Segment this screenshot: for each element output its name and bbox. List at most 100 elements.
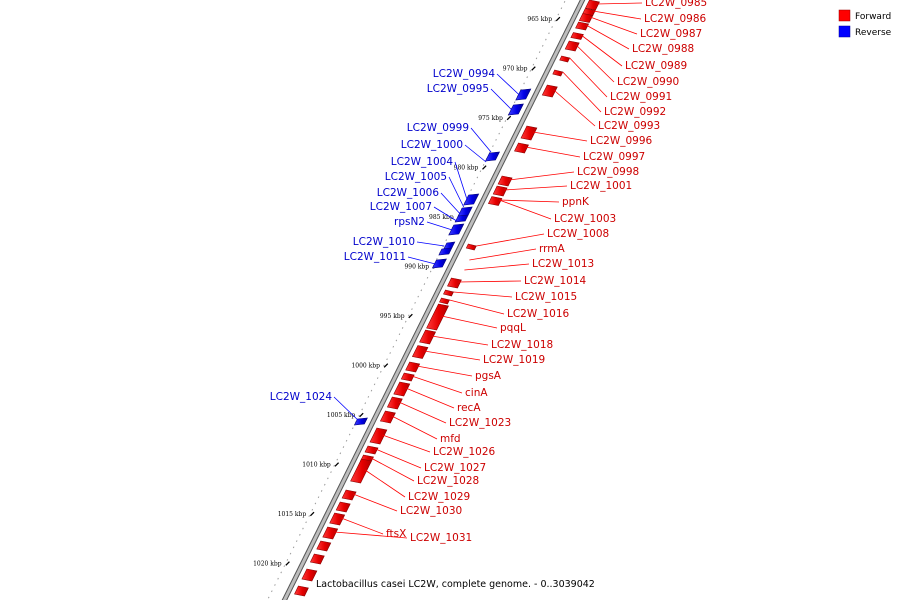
scale-tick [482,165,487,170]
reverse-callout-line [426,221,453,231]
reverse-callout-line [440,192,461,215]
forward-gene-arrow [447,277,462,289]
scale-tick [285,561,290,566]
scale-tick [531,66,536,71]
forward-callout-line [411,375,463,394]
forward-gene-arrow [426,303,449,331]
forward-callout-line [585,24,630,50]
reverse-callout-line [333,396,359,421]
legend-forward-label: Forward [855,12,891,22]
reverse-gene-label-lc2w-0999: LC2W_0999 [407,122,469,134]
scale-tick-label: 1010 kbp [302,462,331,469]
forward-gene-arrow [309,553,325,565]
forward-callout-line [499,199,560,203]
forward-callout-line [405,387,455,409]
reverse-gene-arrow [438,247,453,256]
reverse-callout-line [470,127,492,153]
forward-callout-line [391,415,438,440]
forward-gene-label-lc2w-0996: LC2W_0996 [590,135,653,147]
scale-tick-label: 995 kbp [380,313,405,320]
forward-gene-arrow [364,445,379,455]
scale-tick-label: 1005 kbp [327,412,356,419]
scale-tick-label: 1020 kbp [253,561,282,568]
forward-callout-line [382,434,431,453]
forward-gene-arrow [379,410,396,424]
forward-gene-arrow [350,458,372,484]
forward-gene-arrow [341,489,357,501]
reverse-gene-arrow [507,103,524,116]
forward-callout-line [504,185,568,191]
reverse-callout-line [454,161,468,201]
forward-gene-arrow [301,568,318,582]
forward-gene-arrow [575,21,590,31]
forward-gene-label-lc2w-1027: LC2W_1027 [424,462,486,474]
forward-gene-arrow [322,526,339,540]
reverse-callout-line [464,144,487,163]
forward-callout-line [449,299,505,315]
forward-gene-label-lc2w-0985: LC2W_0985 [645,0,707,9]
forward-callout-line [553,89,596,127]
forward-gene-label-ftsx: ftsX [386,528,406,540]
forward-gene-arrow [514,142,529,154]
scale-tick [555,16,561,22]
forward-gene-label-cina: cinA [465,387,488,399]
scale-tick-label: 990 kbp [404,264,429,271]
forward-gene-label-lc2w-1016: LC2W_1016 [507,308,570,320]
scale-tick-label: 965 kbp [527,16,552,23]
forward-gene-label-lc2w-0993: LC2W_0993 [598,120,660,132]
forward-gene-label-lc2w-0991: LC2W_0991 [610,91,672,103]
scale-tick-label: 985 kbp [429,214,454,221]
forward-gene-arrow [585,0,600,11]
reverse-gene-label-lc2w-1005: LC2W_1005 [385,171,447,183]
forward-gene-label-lc2w-1014: LC2W_1014 [524,275,587,287]
forward-gene-arrow [316,540,332,552]
reverse-gene-arrow [431,258,447,269]
forward-gene-arrow [419,329,437,345]
forward-callout-line [370,457,415,482]
forward-gene-label-lc2w-1030: LC2W_1030 [400,505,462,517]
forward-gene-arrow [335,501,351,513]
forward-callout-line [341,517,384,535]
reverse-callout-line [448,176,465,208]
forward-gene-label-lc2w-1031: LC2W_1031 [410,532,472,544]
forward-callout-line [589,16,638,35]
reverse-gene-arrow [463,193,480,206]
reverse-gene-label-lc2w-1011: LC2W_1011 [344,251,406,263]
forward-gene-label-lc2w-0997: LC2W_0997 [583,151,645,163]
scale-tick-label: 980 kbp [454,165,479,172]
forward-gene-label-mfd: mfd [440,433,461,445]
forward-gene-arrow [411,345,429,359]
forward-gene-label-lc2w-1018: LC2W_1018 [491,339,553,351]
reverse-callout-line [490,88,513,111]
forward-callout-line [476,233,545,247]
forward-callout-line [398,401,447,424]
reverse-callout-line [433,206,457,222]
reverse-gene-arrow [484,151,501,162]
forward-callout-line [453,291,513,298]
legend: Forward Reverse [838,9,892,38]
reverse-gene-label-lc2w-1007: LC2W_1007 [370,201,432,213]
forward-callout-line [424,350,481,361]
forward-gene-label-reca: recA [457,402,481,414]
reverse-gene-arrow [457,206,473,217]
legend-reverse-label: Reverse [855,28,892,38]
forward-gene-label-lc2w-0988: LC2W_0988 [632,43,694,55]
forward-callout-line [596,2,643,5]
forward-callout-line [499,199,552,220]
reverse-gene-label-lc2w-1006: LC2W_1006 [377,187,440,199]
forward-callout-line [592,10,642,20]
forward-callout-line [580,34,623,67]
scale-tick-label: 1000 kbp [351,363,380,370]
forward-gene-arrow [552,69,564,77]
forward-callout-line [352,493,398,512]
reverse-gene-arrow [515,88,532,101]
forward-callout-line [464,263,530,271]
forward-callout-line [575,44,615,83]
forward-callout-line [458,280,522,283]
forward-gene-arrow [578,13,594,23]
forward-gene-arrow [439,297,450,305]
forward-gene-label-pqql: pqqL [500,322,526,334]
scale-tick-label: 975 kbp [478,115,503,122]
forward-gene-label-lc2w-1001: LC2W_1001 [570,180,632,192]
forward-gene-label-lc2w-0998: LC2W_0998 [577,166,639,178]
